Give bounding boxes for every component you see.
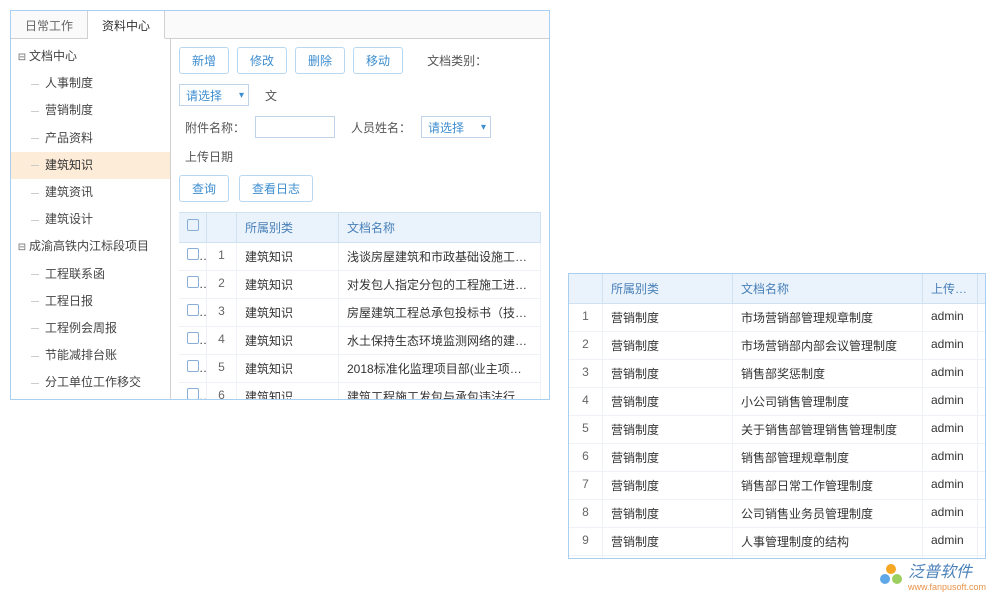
- table-row[interactable]: 4建筑知识水土保持生态环境监测网络的建设与资…: [179, 327, 541, 355]
- table-row[interactable]: 8营销制度公司销售业务员管理制度admin: [569, 500, 985, 528]
- truncated-label: 文: [265, 87, 277, 104]
- tree-item-人事制度[interactable]: 人事制度: [11, 70, 170, 97]
- brand-logo: 泛普软件 www.fanpusoft.com: [880, 558, 986, 592]
- tree-item-工程日报[interactable]: 工程日报: [11, 288, 170, 315]
- row-checkbox[interactable]: [187, 248, 199, 260]
- type-label: 文档类别：: [427, 52, 487, 69]
- upload-label: 上传日期: [185, 148, 233, 165]
- table-row[interactable]: 6建筑知识建筑工程施工发包与承包违法行为认定…: [179, 383, 541, 399]
- table-row[interactable]: 3建筑知识房屋建筑工程总承包投标书（技术标）: [179, 299, 541, 327]
- col-category[interactable]: 所属别类: [237, 213, 339, 242]
- log-button[interactable]: 查看日志: [239, 175, 313, 202]
- table-row[interactable]: 2建筑知识对发包人指定分包的工程施工进度安排…: [179, 271, 541, 299]
- table-row[interactable]: 5建筑知识2018标准化监理项目部(业主项目部)人员…: [179, 355, 541, 383]
- tree-root-project[interactable]: ⊟成渝高铁内江标段项目: [11, 233, 170, 260]
- row-checkbox[interactable]: [187, 276, 199, 288]
- tree-item-监理资料(B2资质)[interactable]: 监理资料(B2资质): [11, 396, 170, 399]
- tree-item-营销制度[interactable]: 营销制度: [11, 97, 170, 124]
- tab-0[interactable]: 日常工作: [11, 11, 88, 38]
- main-area: 新增修改删除移动 文档类别： 请选择 文 附件名称： 人员姓名： 请选择 上传日…: [171, 39, 549, 399]
- row-checkbox[interactable]: [187, 332, 199, 344]
- tree-item-建筑设计[interactable]: 建筑设计: [11, 206, 170, 233]
- grid2-header: 所属别类 文档名称 上传…: [569, 274, 985, 304]
- table-row[interactable]: 6营销制度销售部管理规章制度admin: [569, 444, 985, 472]
- attach-input[interactable]: [255, 116, 335, 138]
- person-label: 人员姓名：: [351, 119, 411, 136]
- btn-删除[interactable]: 删除: [295, 47, 345, 74]
- table-row[interactable]: 9营销制度人事管理制度的结构admin: [569, 528, 985, 556]
- table-row[interactable]: 5营销制度关于销售部管理销售管理制度admin: [569, 416, 985, 444]
- logo-icon: [880, 564, 902, 586]
- table-row[interactable]: 1营销制度市场营销部管理规章制度admin: [569, 304, 985, 332]
- type-select[interactable]: 请选择: [179, 84, 249, 106]
- tree-item-产品资料[interactable]: 产品资料: [11, 125, 170, 152]
- logo-text: 泛普软件: [908, 558, 986, 582]
- row-checkbox[interactable]: [187, 388, 199, 399]
- toolbar-row3: 查询 查看日志: [179, 175, 541, 202]
- tree-item-节能减排台账[interactable]: 节能减排台账: [11, 342, 170, 369]
- top-tabs: 日常工作资料中心: [11, 11, 549, 39]
- col-docname[interactable]: 文档名称: [339, 213, 541, 242]
- tab-1[interactable]: 资料中心: [88, 11, 165, 39]
- col2-category[interactable]: 所属别类: [603, 274, 733, 303]
- btn-移动[interactable]: 移动: [353, 47, 403, 74]
- toolbar-row2: 附件名称： 人员姓名： 请选择 上传日期: [179, 116, 541, 165]
- table-row[interactable]: 1建筑知识浅谈房屋建筑和市政基础设施工程施工…: [179, 243, 541, 271]
- panel-data-center: 日常工作资料中心 ⊟文档中心人事制度营销制度产品资料建筑知识建筑资讯建筑设计⊟成…: [10, 10, 550, 400]
- tree-item-工程例会周报[interactable]: 工程例会周报: [11, 315, 170, 342]
- toolbar-row1: 新增修改删除移动 文档类别： 请选择 文: [179, 47, 541, 106]
- grid-main: 所属别类 文档名称 1建筑知识浅谈房屋建筑和市政基础设施工程施工…2建筑知识对发…: [179, 212, 541, 399]
- btn-修改[interactable]: 修改: [237, 47, 287, 74]
- table-row[interactable]: 7营销制度销售部日常工作管理制度admin: [569, 472, 985, 500]
- tree-item-分工单位工作移交[interactable]: 分工单位工作移交: [11, 369, 170, 396]
- table-row[interactable]: 4营销制度小公司销售管理制度admin: [569, 388, 985, 416]
- sidebar-tree: ⊟文档中心人事制度营销制度产品资料建筑知识建筑资讯建筑设计⊟成渝高铁内江标段项目…: [11, 39, 171, 399]
- table-row[interactable]: 3营销制度销售部奖惩制度admin: [569, 360, 985, 388]
- person-select[interactable]: 请选择: [421, 116, 491, 138]
- col2-uploader[interactable]: 上传…: [923, 274, 978, 303]
- row-checkbox[interactable]: [187, 360, 199, 372]
- table-row[interactable]: 2营销制度市场营销部内部会议管理制度admin: [569, 332, 985, 360]
- btn-新增[interactable]: 新增: [179, 47, 229, 74]
- query-button[interactable]: 查询: [179, 175, 229, 202]
- row-checkbox[interactable]: [187, 304, 199, 316]
- attach-label: 附件名称：: [185, 119, 245, 136]
- logo-url: www.fanpusoft.com: [908, 582, 986, 592]
- grid-header: 所属别类 文档名称: [179, 213, 541, 243]
- checkbox-all[interactable]: [187, 219, 199, 231]
- tree-item-建筑知识[interactable]: 建筑知识: [11, 152, 170, 179]
- col2-docname[interactable]: 文档名称: [733, 274, 923, 303]
- tree-root-docs[interactable]: ⊟文档中心: [11, 43, 170, 70]
- tree-item-工程联系函[interactable]: 工程联系函: [11, 261, 170, 288]
- panel-secondary-grid: 所属别类 文档名称 上传… 1营销制度市场营销部管理规章制度admin2营销制度…: [568, 273, 986, 559]
- tree-item-建筑资讯[interactable]: 建筑资讯: [11, 179, 170, 206]
